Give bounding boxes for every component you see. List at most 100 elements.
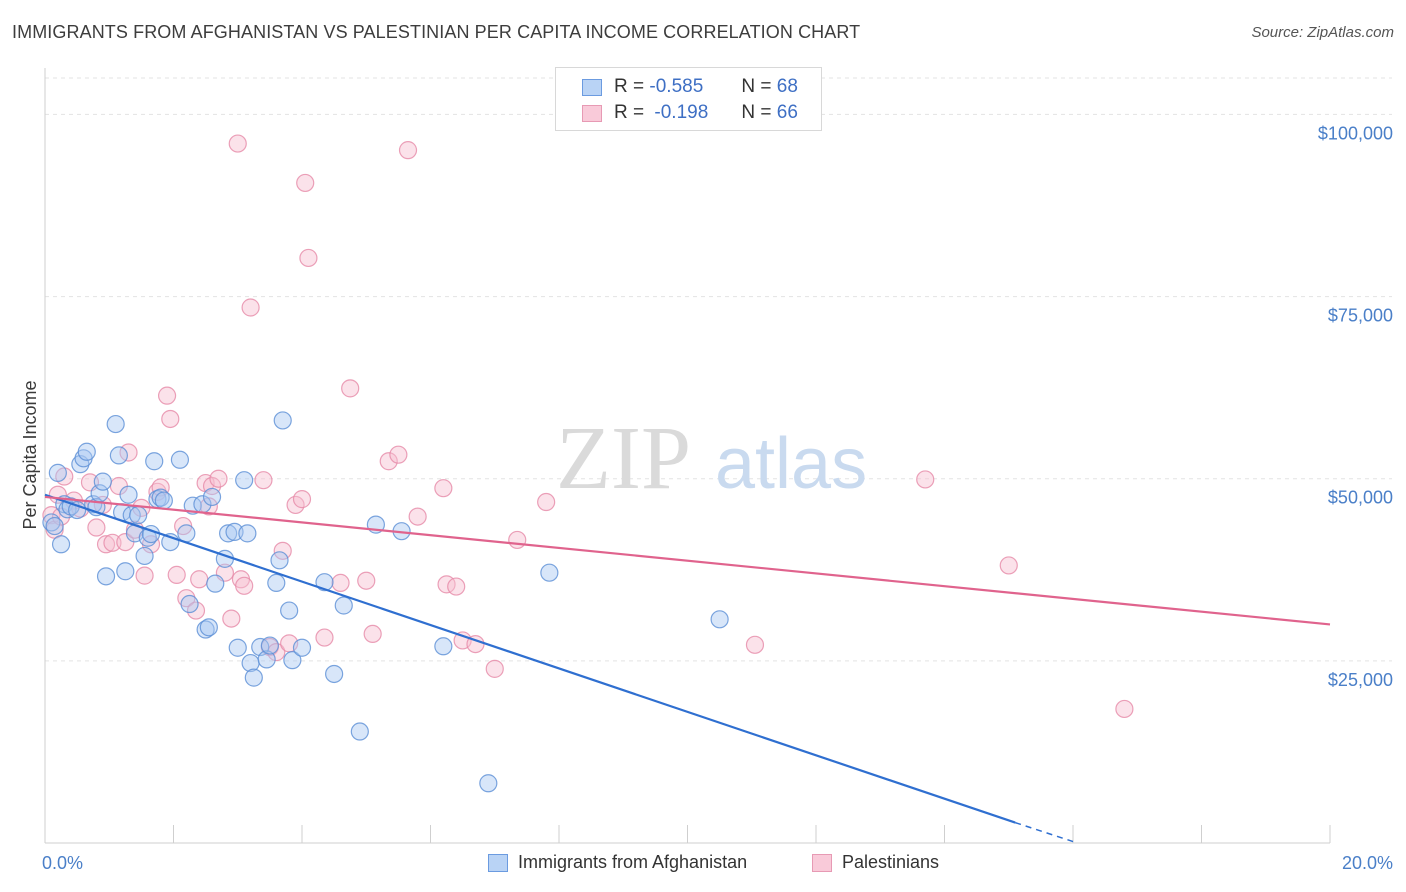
stats-row-palestinians: R = -0.198 N = 66 <box>582 101 798 125</box>
trend-line-palestinians <box>44 495 1331 626</box>
afghanistan-point <box>177 524 196 543</box>
afghanistan-point <box>325 664 344 684</box>
palestinian-point <box>157 386 177 405</box>
palestinian-point <box>434 479 453 498</box>
palestinian-point <box>341 379 360 398</box>
n-value: 66 <box>776 102 798 123</box>
y-axis-label: Per Capita Income <box>20 380 40 529</box>
blue-legend-icon <box>488 853 508 872</box>
afghanistan-point <box>45 516 64 536</box>
afghanistan-point <box>151 488 170 507</box>
palestinian-point <box>357 571 376 590</box>
palestinian-point <box>96 535 116 554</box>
afghanistan-point <box>206 574 225 593</box>
x-tick-label-max: 20.0% <box>1342 853 1393 873</box>
palestinian-point <box>398 141 418 160</box>
r-label: R = <box>614 102 645 123</box>
palestinian-point <box>447 577 466 596</box>
stats-row-afghanistan: R = -0.585 N = 68 <box>582 75 798 99</box>
palestinian-point <box>209 469 228 488</box>
pink-swatch-icon <box>582 104 602 122</box>
afghanistan-point <box>280 601 299 620</box>
palestinian-point <box>177 589 196 608</box>
blue-swatch-icon <box>582 78 602 96</box>
palestinian-point <box>299 248 318 268</box>
afghanistan-point <box>235 471 254 490</box>
palestinian-point <box>389 445 408 464</box>
palestinian-point <box>1115 699 1134 719</box>
palestinian-point <box>228 134 247 153</box>
afghanistan-point <box>202 487 222 507</box>
afghanistan-point <box>315 573 334 592</box>
afghanistan-point <box>434 637 453 656</box>
palestinian-point <box>103 533 122 552</box>
r-value: -0.198 <box>654 102 709 123</box>
afghanistan-point <box>257 650 276 669</box>
afghanistan-point <box>96 567 116 586</box>
legend-item-palestinians: Palestinians <box>812 852 939 873</box>
y-tick-label: $75,000 <box>1328 306 1393 326</box>
afghanistan-point <box>58 500 77 519</box>
palestinian-point <box>315 628 334 647</box>
afghanistan-point <box>145 452 164 471</box>
afghanistan-point <box>106 414 125 434</box>
trend-line-afghanistan <box>44 493 1016 824</box>
palestinian-point <box>186 601 206 620</box>
afghanistan-point <box>48 463 67 482</box>
legend-item-afghanistan: Immigrants from Afghanistan <box>488 852 747 873</box>
afghanistan-point <box>228 638 247 657</box>
afghanistan-point <box>77 442 96 461</box>
palestinian-point <box>485 659 504 678</box>
palestinian-point <box>190 570 209 589</box>
pink-legend-icon <box>812 853 832 872</box>
afghanistan-point <box>270 551 289 570</box>
palestinian-point <box>363 624 382 644</box>
afghanistan-point <box>196 620 215 639</box>
palestinian-point <box>254 471 273 490</box>
legend-label-afghanistan: Immigrants from Afghanistan <box>518 852 748 872</box>
x-tick-label-min: 0.0% <box>42 853 83 873</box>
trend-line-extension <box>1014 821 1074 843</box>
y-tick-labels: $25,000 $50,000 $75,000 $100,000 <box>1318 123 1393 689</box>
n-label: N = <box>741 102 772 123</box>
afghanistan-point <box>260 636 279 655</box>
afghanistan-point <box>273 411 292 430</box>
palestinian-point <box>296 173 315 193</box>
afghanistan-point <box>479 774 498 793</box>
palestinian-point <box>167 565 186 584</box>
palestinian-point <box>161 409 180 429</box>
afghanistan-point <box>219 524 238 543</box>
palestinian-point <box>222 609 241 628</box>
afghanistan-point <box>334 596 353 615</box>
x-tick-labels: 0.0% 20.0% <box>42 853 1393 873</box>
legend-label-palestinians: Palestinians <box>842 852 940 872</box>
palestinian-point <box>135 566 154 585</box>
palestinian-point <box>379 452 398 471</box>
palestinian-point <box>235 576 254 595</box>
palestinian-point <box>916 470 935 489</box>
palestinian-point <box>241 298 260 317</box>
afghanistan-point <box>180 594 199 614</box>
trend-lines <box>44 493 1331 843</box>
chart-title: IMMIGRANTS FROM AFGHANISTAN VS PALESTINI… <box>12 22 861 42</box>
palestinian-point <box>537 492 556 512</box>
palestinian-point <box>273 541 292 560</box>
afghanistan-point <box>199 618 218 637</box>
afghanistan-point <box>109 446 128 465</box>
n-label: N = <box>741 76 772 97</box>
afghanistan-point <box>154 491 173 510</box>
n-value: 68 <box>776 76 798 97</box>
palestinian-point <box>408 507 427 526</box>
r-label: R = <box>614 76 645 97</box>
afghanistan-point <box>283 651 302 670</box>
y-tick-label: $50,000 <box>1328 488 1393 508</box>
palestinian-point <box>331 573 350 593</box>
watermark-zip: ZIP <box>556 409 691 508</box>
watermark-atlas: atlas <box>715 424 867 504</box>
afghanistan-point <box>710 610 729 629</box>
afghanistan-point <box>292 638 312 657</box>
stats-legend: R = -0.585 N = 68 R = -0.198 N = 66 <box>555 67 822 131</box>
afghanistan-point <box>244 668 263 687</box>
axes <box>44 68 1331 844</box>
